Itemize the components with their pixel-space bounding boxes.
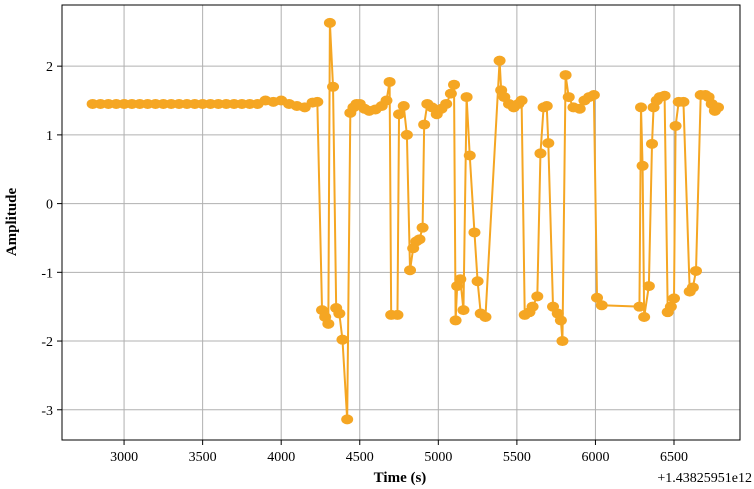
point [595, 300, 608, 311]
y-tick-label: 2 [46, 60, 53, 75]
point [418, 119, 431, 130]
y-tick-label: 0 [46, 198, 53, 213]
series-line [92, 22, 719, 420]
point [635, 102, 648, 113]
point [400, 129, 413, 140]
offset-text: +1.43825951e12 [657, 471, 752, 486]
point [573, 103, 586, 114]
point [448, 79, 461, 90]
point [540, 101, 553, 112]
y-tick-label: -1 [41, 266, 53, 281]
point [636, 160, 649, 171]
point [515, 95, 528, 106]
x-tick-label: 5000 [424, 450, 452, 465]
point [633, 301, 646, 312]
point [311, 96, 324, 107]
point [526, 301, 539, 312]
point [686, 282, 699, 293]
point [712, 102, 725, 113]
point [336, 334, 349, 345]
x-tick-label: 6000 [581, 450, 609, 465]
x-tick-label: 5500 [503, 450, 531, 465]
point [323, 17, 336, 28]
point [638, 311, 651, 322]
point [556, 336, 569, 347]
point [454, 274, 467, 285]
point [542, 138, 555, 149]
point [449, 315, 462, 326]
point [327, 81, 340, 92]
point [658, 90, 671, 101]
point [664, 301, 677, 312]
point [416, 222, 429, 233]
point [397, 101, 410, 112]
y-tick-label: -3 [41, 404, 53, 419]
y-tick-label: 1 [46, 129, 53, 144]
y-tick-label: -2 [41, 335, 53, 350]
point [591, 292, 604, 303]
point [404, 265, 417, 276]
point [642, 281, 655, 292]
point [457, 305, 470, 316]
x-tick-label: 4000 [267, 450, 295, 465]
point [534, 148, 547, 159]
point [668, 293, 681, 304]
point [468, 227, 481, 238]
point [493, 55, 506, 66]
point [383, 76, 396, 87]
point [460, 92, 473, 103]
point [562, 92, 575, 103]
point [471, 276, 484, 287]
point [690, 265, 703, 276]
point [531, 291, 544, 302]
x-tick-label: 6500 [660, 450, 688, 465]
point [444, 88, 457, 99]
plot-frame [61, 4, 741, 441]
point [341, 414, 354, 425]
point [413, 234, 426, 245]
x-tick-label: 4500 [346, 450, 374, 465]
point [333, 308, 346, 319]
x-axis-label: Time (s) [374, 470, 427, 486]
x-tick-label: 3500 [189, 450, 217, 465]
point [587, 90, 600, 101]
point [322, 318, 335, 329]
point [677, 96, 690, 107]
x-tick-label: 3000 [110, 450, 138, 465]
point [380, 95, 393, 106]
point [669, 120, 682, 131]
point [646, 138, 659, 149]
y-axis-label: Amplitude [4, 187, 20, 256]
point [393, 109, 406, 120]
point [463, 150, 476, 161]
point [554, 315, 567, 326]
point [559, 70, 572, 81]
point [440, 98, 453, 109]
point [479, 311, 492, 322]
point [391, 309, 404, 320]
